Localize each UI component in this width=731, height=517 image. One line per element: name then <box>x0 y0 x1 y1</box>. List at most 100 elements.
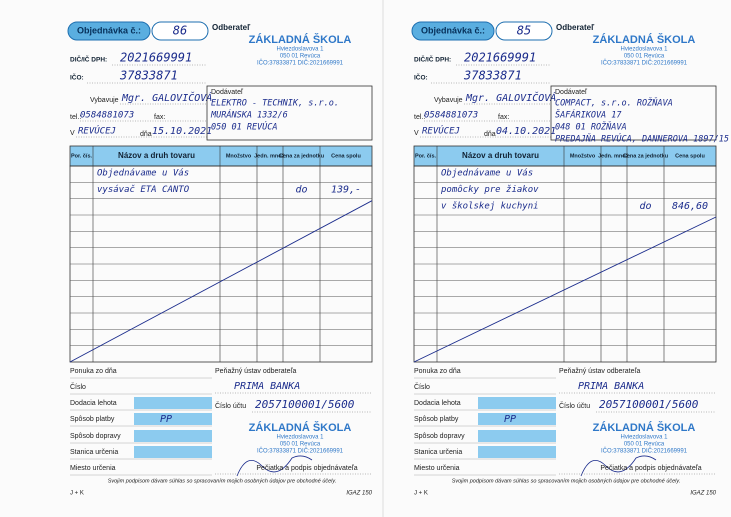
column-header: Cena za jednotku <box>623 153 668 159</box>
stamp-name: ZÁKLADNÁ ŠKOLA <box>249 421 352 434</box>
stamp-street: Hviezdoslavova 1 <box>620 47 668 53</box>
signature-label: Pečiatka a podpis objednávateľa <box>600 465 701 472</box>
supplier-line: 048 01 ROŽŇAVA <box>555 121 627 133</box>
supplier-line: 050 01 REVÚCA <box>211 121 278 133</box>
signature <box>580 455 657 477</box>
ico-label: IČO: <box>414 73 428 82</box>
column-header: Por. čís. <box>71 153 93 159</box>
handled-by-value: Mgr. GALOVIČOVÁ <box>121 91 212 104</box>
table-header <box>69 145 373 167</box>
order-number: 85 <box>517 24 531 38</box>
payment-value: PP <box>504 414 516 425</box>
order-label-pill <box>67 21 151 41</box>
order-number-box <box>151 21 209 41</box>
stamp-street: Hviezdoslavova 1 <box>276 435 324 441</box>
bottom-label: Spôsob platby <box>414 416 459 423</box>
ico-value: 37833871 <box>119 69 178 83</box>
bottom-label: Číslo <box>414 382 430 391</box>
customer-label: Odberateľ <box>212 23 251 32</box>
account-label: Číslo účtu <box>215 401 246 410</box>
payment-value: PP <box>160 414 172 425</box>
field-box <box>478 413 556 425</box>
account-value: 2057100001/5600 <box>255 398 355 411</box>
stamp-city: 050 01 Revúca <box>624 54 665 60</box>
bank-label: Peňažný ústav odberateľa <box>215 368 297 375</box>
supplier-line: MURÁNSKA 1332/6 <box>210 109 288 121</box>
unit-price: do <box>295 185 307 196</box>
field-box <box>134 397 212 409</box>
unit-price: do <box>639 201 651 212</box>
column-header: Jedn. množ. <box>254 153 286 159</box>
place-value: REVÚCEJ <box>78 125 116 137</box>
column-header: Cena spolu <box>675 153 705 159</box>
strike-diagonal <box>69 200 373 363</box>
bottom-label: Stanica určenia <box>414 449 462 456</box>
field-box <box>134 446 212 458</box>
ico-label: IČO: <box>70 73 84 82</box>
column-header: Cena spolu <box>331 153 361 159</box>
consent-note: Svojim podpisom dávam súhlas so spracova… <box>108 478 337 484</box>
supplier-line: ELEKTRO - TECHNIK, s.r.o. <box>211 99 339 109</box>
dic-label: DIČ/IČ DPH: <box>414 55 451 64</box>
date-label: dňa <box>140 131 152 138</box>
bottom-label: Miesto určenia <box>414 465 460 472</box>
consent-note: Svojim podpisom dávam súhlas so spracova… <box>452 478 681 484</box>
stamp-ids: IČO:37833871 DIČ:2021669991 <box>601 448 688 455</box>
stamp-street: Hviezdoslavova 1 <box>620 435 668 441</box>
signature <box>236 455 313 477</box>
place-value: REVÚCEJ <box>422 125 460 137</box>
order-label-pill <box>411 21 495 41</box>
supplier-label: Dodávateľ <box>211 89 244 96</box>
field-box <box>478 430 556 442</box>
supplier-line: PREDAJŇA REVÚCA, DANNEROVA 1897/15 <box>555 133 729 145</box>
ico-value: 37833871 <box>463 69 522 83</box>
stamp-name: ZÁKLADNÁ ŠKOLA <box>249 33 352 46</box>
field-box <box>134 413 212 425</box>
account-value: 2057100001/5600 <box>599 398 699 411</box>
phone-label: tel.: <box>70 114 81 121</box>
place-prefix: V <box>70 130 75 137</box>
stamp-city: 050 01 Revúca <box>280 442 321 448</box>
column-header: Cena za jednotku <box>279 153 324 159</box>
bottom-label: Spôsob platby <box>70 416 115 423</box>
dic-label: DIČ/IČ DPH: <box>70 55 107 64</box>
order-label: Objednávka č.: <box>77 25 141 35</box>
place-prefix: V <box>414 130 419 137</box>
stamp-city: 050 01 Revúca <box>624 442 665 448</box>
stamp-ids: IČO:37833871 DIČ:2021669991 <box>257 448 344 455</box>
column-header: Jedn. množ. <box>598 153 630 159</box>
form-code: IGAZ 150 <box>346 491 372 497</box>
customer-label: Odberateľ <box>556 23 595 32</box>
strike-diagonal <box>413 216 717 363</box>
fax-label: fax: <box>498 114 509 121</box>
stamp-name: ZÁKLADNÁ ŠKOLA <box>593 33 696 46</box>
left-code: J + K <box>70 491 84 497</box>
phone-value: 0584881073 <box>80 111 134 121</box>
order-number-box <box>495 21 553 41</box>
bottom-label: Dodacia lehota <box>414 400 461 407</box>
item-name: v školskej kuchyni <box>441 200 539 211</box>
column-header: Názov a druh tovaru <box>462 151 539 160</box>
total-price: 139,- <box>331 185 361 196</box>
item-name: vysávač ETA CANTO <box>97 184 190 195</box>
handled-by-label: Vybavuje <box>434 97 463 104</box>
date-value: 15.10.2021 <box>152 126 212 137</box>
field-box <box>478 446 556 458</box>
date-label: dňa <box>484 131 496 138</box>
stamp-name: ZÁKLADNÁ ŠKOLA <box>593 421 696 434</box>
bottom-label: Stanica určenia <box>70 449 118 456</box>
supplier-line: COMPACT, s.r.o. ROŽŇAVA <box>555 97 673 109</box>
supplier-box <box>550 85 717 141</box>
dic-value: 2021669991 <box>120 51 192 65</box>
signature-label: Pečiatka a podpis objednávateľa <box>256 465 357 472</box>
bank-label: Peňažný ústav odberateľa <box>559 368 641 375</box>
order-number: 86 <box>173 24 187 38</box>
bottom-label: Spôsob dopravy <box>70 433 121 440</box>
supplier-label: Dodávateľ <box>555 89 588 96</box>
bottom-label: Číslo <box>70 382 86 391</box>
supplier-box <box>206 85 373 141</box>
bank-value: PRIMA BANKA <box>234 381 300 392</box>
stamp-ids: IČO:37833871 DIČ:2021669991 <box>257 60 344 67</box>
date-value: 04.10.2021 <box>496 126 556 137</box>
